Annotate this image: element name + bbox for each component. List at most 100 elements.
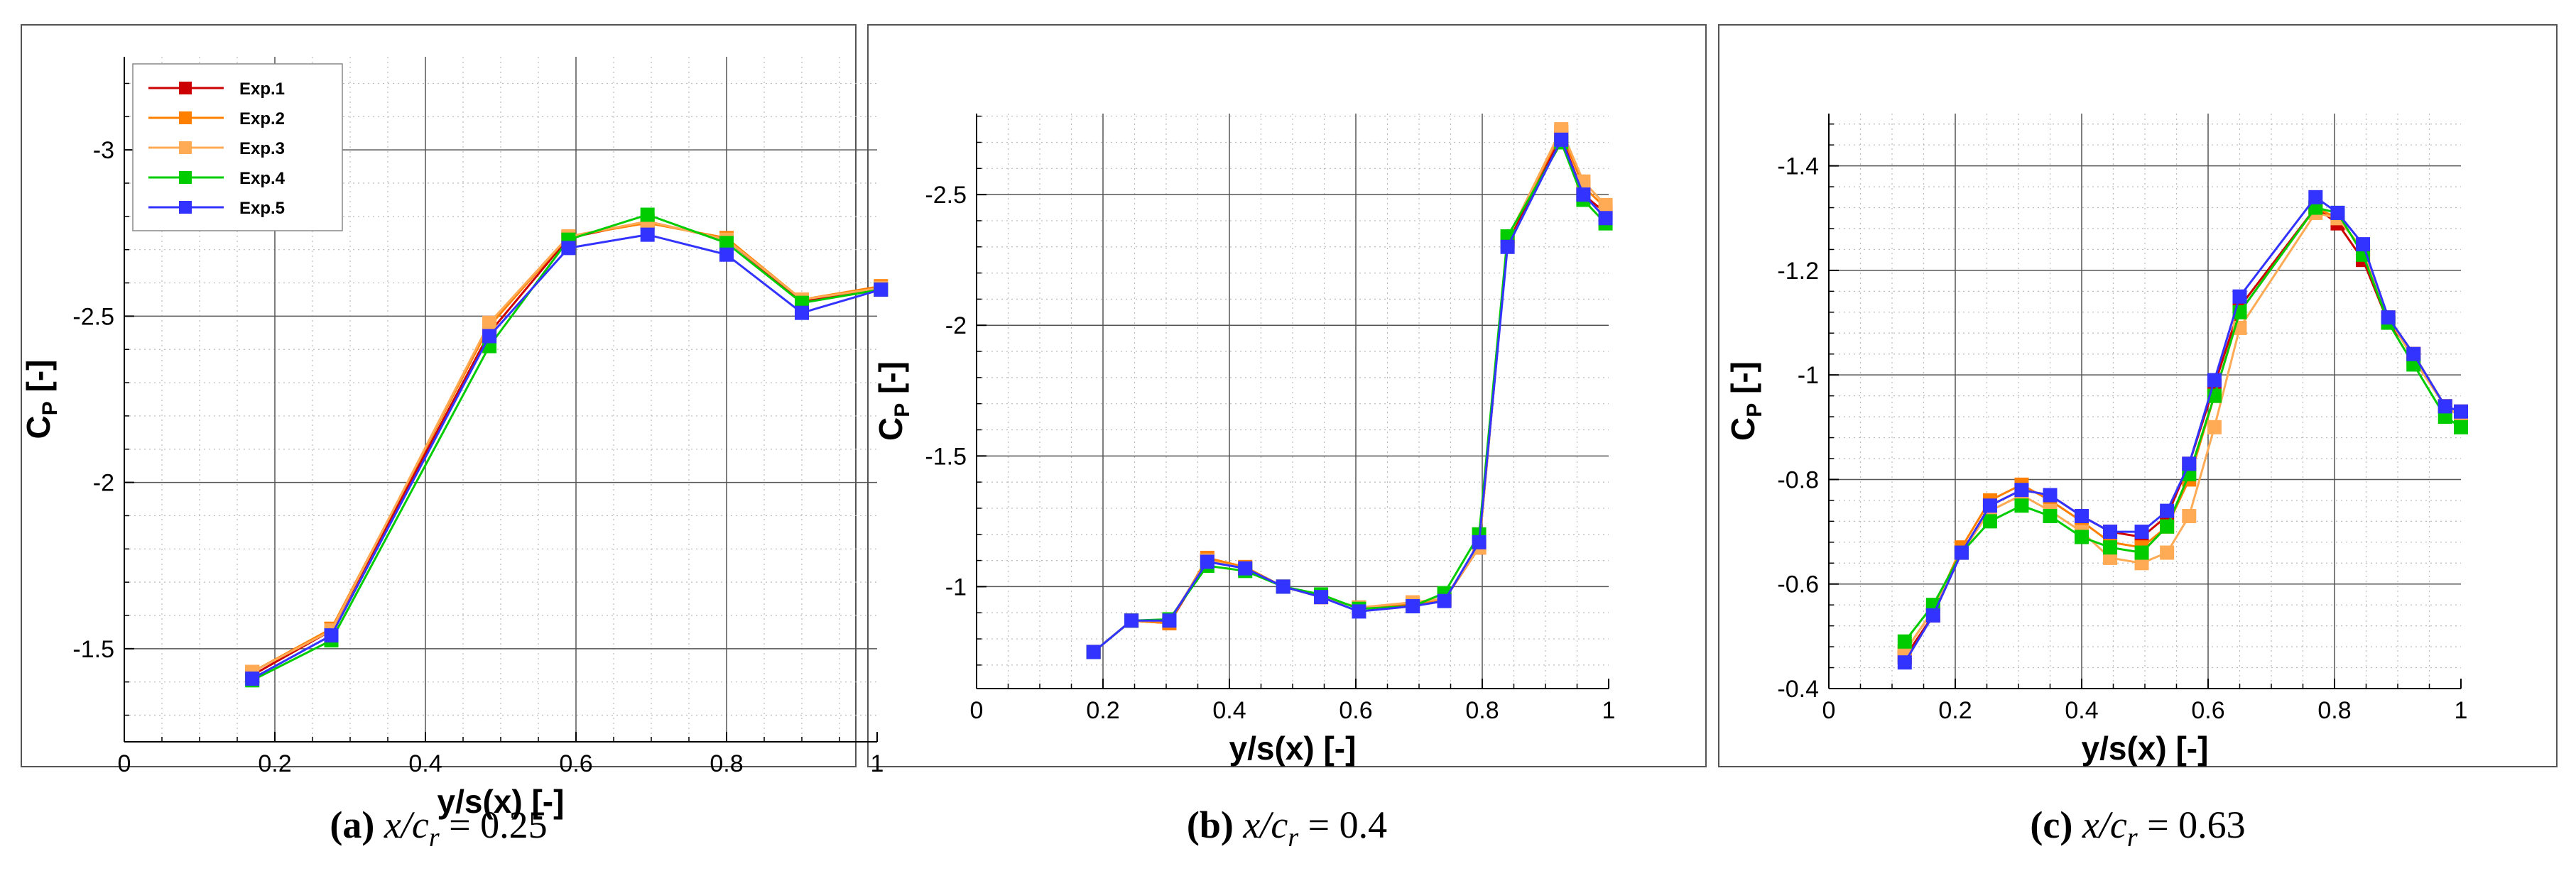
data-point [1200, 554, 1214, 569]
y-axis-label: CP [-] [20, 360, 62, 439]
x-tick-label: 0.2 [1086, 697, 1119, 724]
x-tick-label: 1 [2455, 697, 2468, 724]
data-point [2438, 399, 2452, 414]
y-tick-label: -1.5 [72, 636, 114, 663]
legend-label: Exp.2 [239, 109, 285, 128]
legend-label: Exp.3 [239, 139, 285, 158]
data-point [795, 305, 809, 320]
legend-marker [179, 111, 192, 124]
data-point [1897, 634, 1912, 649]
x-tick-label: 0.6 [559, 750, 592, 777]
x-tick-label: 0.8 [710, 750, 743, 777]
data-point [640, 227, 655, 242]
y-tick-label: -2 [945, 312, 967, 339]
data-point [1437, 593, 1452, 608]
data-point [1954, 545, 1969, 560]
data-point [1314, 590, 1329, 605]
data-point [2043, 488, 2058, 503]
y-tick-label: -2 [93, 470, 114, 497]
data-point [2103, 540, 2118, 555]
x-axis-label: y/s(x) [-] [2082, 730, 2209, 767]
data-point [1124, 613, 1139, 628]
x-tick-label: 0.4 [2065, 697, 2098, 724]
data-point [2454, 420, 2468, 434]
data-point [719, 247, 734, 262]
data-point [2160, 519, 2175, 534]
data-point [1982, 498, 1997, 513]
data-point [2075, 509, 2089, 523]
y-axis-label: CP [-] [1724, 361, 1766, 441]
chart-panel-1: 0 0.2 0.4 0.6 0.8 1 -1.5 -2 -2.5 -3 y/s(x) [-] CP [… [20, 57, 888, 820]
data-point [2160, 545, 2175, 560]
series-line-exp4 [251, 213, 881, 681]
data-point [561, 241, 576, 256]
data-point [2330, 205, 2345, 220]
data-point [1238, 561, 1253, 576]
legend: Exp.1 Exp.2 Exp.3 Exp.4 Exp.5 [132, 63, 343, 231]
chart-panel-2: 0 0.2 0.4 0.6 0.8 1 -1 -1.5 -2 -2.5 y/s(x) [-] CP [… [872, 114, 1615, 767]
data-point [1598, 211, 1613, 226]
legend-marker [179, 82, 192, 94]
data-point [324, 628, 339, 643]
y-tick-label: -1 [1798, 362, 1819, 389]
data-point [1500, 239, 1515, 254]
y-tick-label: -2.5 [925, 182, 967, 209]
data-point [2134, 545, 2149, 560]
data-point [2134, 525, 2149, 539]
panel-frame [867, 24, 1707, 767]
data-point [2182, 509, 2197, 523]
x-tick-label: 0 [118, 750, 131, 777]
data-point [1598, 197, 1613, 212]
x-tick-label: 0.4 [408, 750, 442, 777]
data-point [482, 315, 497, 330]
data-point [245, 671, 260, 686]
data-point [719, 236, 734, 251]
x-tick-label: 0.4 [1212, 697, 1246, 724]
data-point [2207, 420, 2222, 434]
y-axis-label: CP [-] [872, 361, 914, 441]
data-point [1897, 655, 1912, 670]
data-point [1162, 613, 1177, 628]
data-point [2075, 530, 2089, 544]
y-tick-label: -1.2 [1777, 258, 1819, 285]
data-point [482, 329, 497, 344]
x-tick-label: 0 [970, 697, 984, 724]
data-point [1276, 579, 1290, 594]
chart-panel-3: 0 0.2 0.4 0.6 0.8 1 -0.4 -0.6 -0.8 -1 -1.2 -1.4 y/s(… [1724, 114, 2468, 767]
y-tick-label: -2.5 [72, 303, 114, 330]
chart-layer: 0 0.2 0.4 0.6 0.8 1 -1.5 -2 -2.5 -3 y/s(x) [-] CP [… [20, 57, 2468, 820]
data-point [2014, 498, 2029, 513]
data-point [1554, 132, 1569, 147]
x-axis-label: y/s(x) [-] [1229, 730, 1357, 767]
y-tick-label: -1.5 [925, 443, 967, 470]
data-point [2182, 456, 2197, 471]
y-tick-label: -1 [945, 574, 967, 601]
x-tick-label: 0.8 [1465, 697, 1499, 724]
y-tick-label: -1.4 [1777, 153, 1819, 180]
data-point [1472, 535, 1487, 549]
data-point [1352, 604, 1366, 619]
y-tick-label: -0.8 [1777, 466, 1819, 493]
data-point [874, 282, 888, 297]
data-point [2043, 509, 2058, 523]
data-point [2207, 373, 2222, 388]
data-point [2308, 190, 2323, 204]
legend-marker [179, 171, 192, 184]
panel-caption: (c) x/cr = 0.63 [2030, 804, 2245, 853]
data-point [1086, 645, 1101, 659]
x-tick-label: 0.8 [2317, 697, 2351, 724]
legend-marker [179, 141, 192, 154]
y-tick-label: -3 [93, 137, 114, 164]
x-tick-label: 0.6 [1339, 697, 1372, 724]
data-point [2014, 483, 2029, 498]
x-axis-label: y/s(x) [-] [438, 783, 565, 820]
series-line-exp5 [251, 234, 881, 680]
y-tick-label: -0.4 [1777, 676, 1819, 703]
panel-caption: (a) x/cr = 0.25 [330, 804, 547, 853]
data-point [2232, 289, 2247, 304]
x-tick-label: 1 [1602, 697, 1616, 724]
legend-label: Exp.5 [239, 199, 285, 218]
data-point [2381, 310, 2396, 325]
legend-marker [179, 201, 192, 214]
